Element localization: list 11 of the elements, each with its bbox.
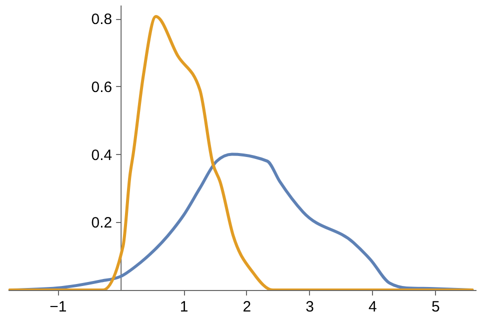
y-tick-label: 0.2 [91, 214, 112, 232]
x-tick-label: −1 [50, 298, 67, 316]
x-tick-label: 5 [431, 298, 440, 316]
y-tick-label: 0.8 [91, 11, 112, 28]
x-tick-label: 2 [242, 298, 252, 316]
x-tick-label: 4 [368, 298, 377, 316]
y-tick-label: 0.4 [91, 146, 112, 164]
line-series [8, 15, 474, 290]
x-tick-label: 3 [306, 298, 314, 316]
x-tick-label: 1 [180, 298, 188, 316]
y-tick-label: 0.6 [91, 78, 112, 96]
